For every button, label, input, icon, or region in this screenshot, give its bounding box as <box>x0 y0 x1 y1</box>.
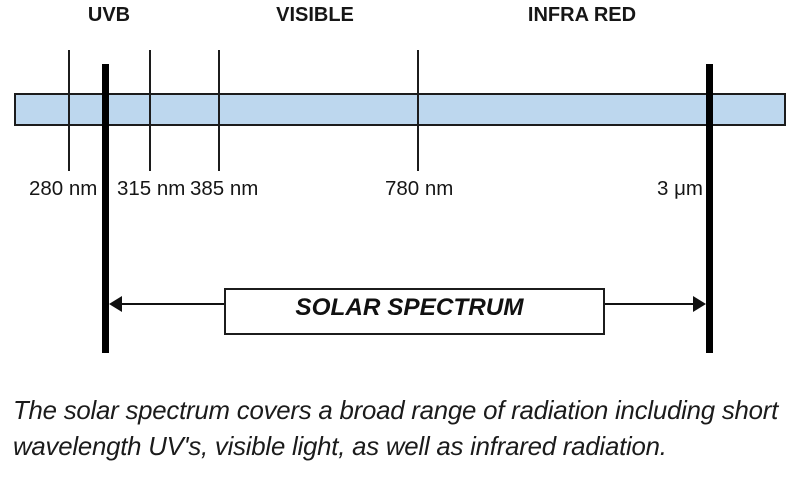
wavelength-label-385nm: 385 nm <box>190 177 259 200</box>
wavelength-label-315nm: 315 nm <box>117 177 186 200</box>
tick-280nm <box>68 50 70 171</box>
tick-780nm <box>417 50 419 171</box>
solar-spectrum-box-label: SOLAR SPECTRUM <box>295 294 524 322</box>
figure-caption-line2: wavelength UV's, visible light, as well … <box>13 433 667 461</box>
arrowhead-right-icon <box>692 295 706 312</box>
region-label-uvb: UVB <box>87 4 131 26</box>
figure-caption: The solar spectrum covers a broad range … <box>13 393 778 465</box>
spectrum-left-boundary-line <box>102 64 109 353</box>
wavelength-label-280nm: 280 nm <box>29 177 98 200</box>
arrowhead-left-icon <box>109 295 122 312</box>
figure-caption-line1: The solar spectrum covers a broad range … <box>13 397 779 425</box>
tick-385nm <box>218 50 220 171</box>
tick-315nm <box>149 50 151 171</box>
region-label-infrared: INFRA RED <box>527 4 637 26</box>
wavelength-label-780nm: 780 nm <box>385 177 454 200</box>
spectrum-right-boundary-line <box>706 64 713 353</box>
spectrum-bar <box>14 93 786 126</box>
region-label-visible: VISIBLE <box>276 4 354 26</box>
solar-spectrum-box: SOLAR SPECTRUM <box>224 288 605 335</box>
wavelength-label-3um: 3 μm <box>657 177 703 200</box>
